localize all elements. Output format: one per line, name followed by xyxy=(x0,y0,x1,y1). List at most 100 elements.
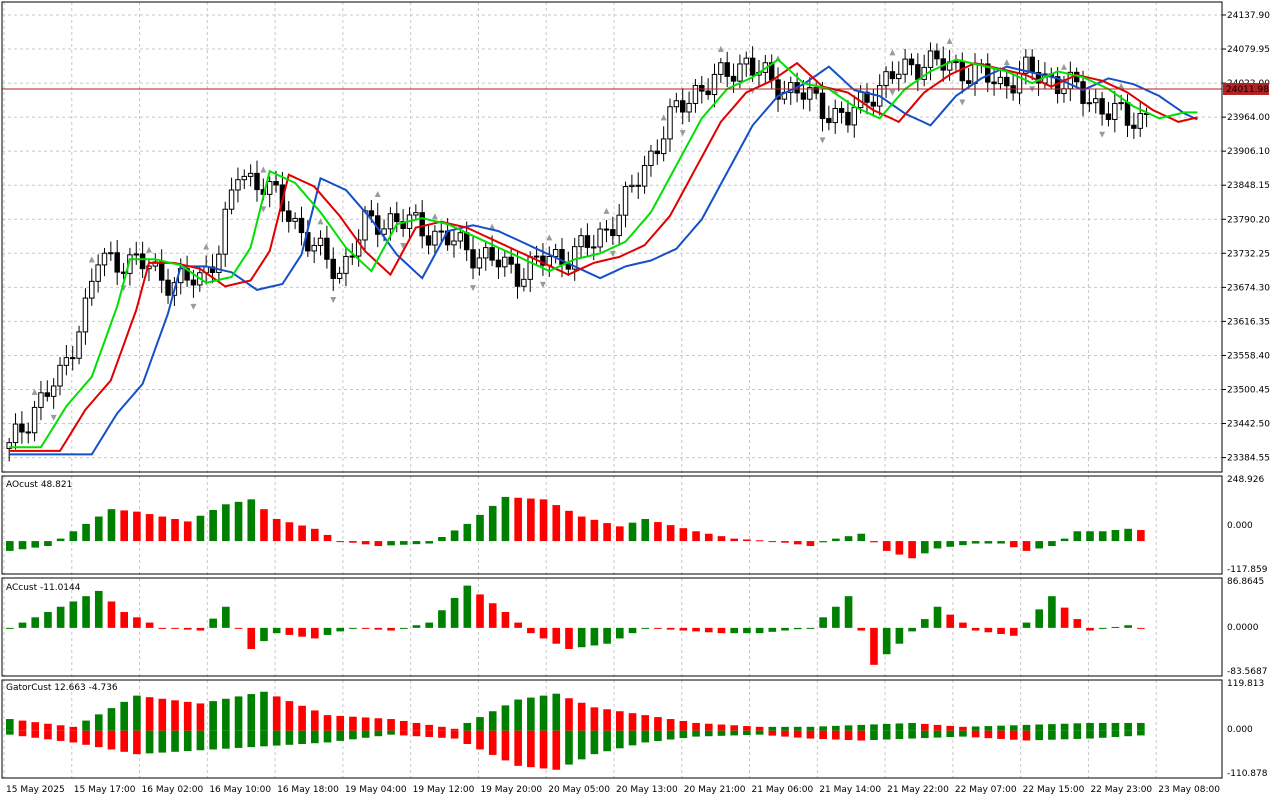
ao-bar xyxy=(6,541,14,551)
gator-upper-bar xyxy=(679,720,688,731)
price-panel xyxy=(2,37,1222,462)
ac-bar xyxy=(679,627,688,631)
candle-body xyxy=(997,76,1004,85)
ao-bar xyxy=(133,511,141,542)
candle-body xyxy=(139,253,146,270)
gator-upper-bar xyxy=(666,719,675,731)
price-label: 23906.10 xyxy=(1227,147,1270,157)
gator-upper-bar xyxy=(44,723,52,731)
gator-lower-bar xyxy=(412,730,421,737)
candle-body xyxy=(1035,71,1042,84)
fractal-up-icon xyxy=(374,190,381,197)
time-label: 19 May 20:00 xyxy=(480,785,542,795)
candle-body xyxy=(502,256,508,268)
ac-bar xyxy=(311,627,319,639)
ac-bar xyxy=(971,627,980,631)
candle-body xyxy=(667,106,673,140)
fractal-down-icon xyxy=(679,130,686,137)
candle-body xyxy=(819,92,826,120)
gator-lower-bar xyxy=(641,730,650,743)
bid-price-tag xyxy=(1223,82,1269,95)
ac-bar xyxy=(552,627,561,644)
gator-lower-bar xyxy=(527,730,535,768)
candle-body xyxy=(31,406,38,434)
gator-lower-bar xyxy=(539,730,548,769)
candle-body xyxy=(546,256,553,266)
candle-body xyxy=(724,62,730,77)
gator-lower-bar xyxy=(616,730,624,749)
ao-bar xyxy=(984,541,993,544)
candle-body xyxy=(311,244,317,252)
fractal-up-icon xyxy=(489,223,496,230)
ac-bar xyxy=(6,627,14,629)
ao-bar xyxy=(1137,530,1145,542)
ao-bar xyxy=(247,499,256,542)
gator-upper-bar xyxy=(387,719,395,731)
candle-body xyxy=(788,82,794,93)
gator-upper-bar xyxy=(692,722,700,731)
gator-upper-bar xyxy=(399,720,408,731)
gator-upper-bar xyxy=(94,714,103,731)
fractal-down-icon xyxy=(330,296,337,303)
candle-body xyxy=(190,279,197,286)
gator-lower-bar xyxy=(1022,730,1031,741)
gator-lower-bar xyxy=(984,730,993,739)
ao-bar xyxy=(590,519,599,542)
ao-bar xyxy=(438,536,446,542)
ac-bar xyxy=(1073,619,1082,628)
candle-body xyxy=(95,264,101,282)
gator-lower-bar xyxy=(69,730,78,743)
time-label: 22 May 07:00 xyxy=(955,785,1017,795)
ao-panel-label: AOcust 48.821 xyxy=(6,480,72,490)
gator-upper-bar xyxy=(285,701,294,731)
candle-body xyxy=(705,90,711,96)
candle-body xyxy=(76,331,82,359)
gator-lower-bar xyxy=(1073,730,1082,739)
candle-body xyxy=(254,172,260,191)
gator-upper-bar xyxy=(6,719,14,731)
gator-upper-bar xyxy=(628,713,637,731)
candle-body xyxy=(1112,102,1118,120)
gator-lower-bar xyxy=(438,730,446,738)
ac-bar xyxy=(44,612,52,628)
gator-lower-bar xyxy=(44,730,52,740)
gator-upper-bar xyxy=(1137,722,1145,731)
ao-bar xyxy=(1073,531,1082,542)
gator-upper-bar xyxy=(336,715,345,731)
candle-body xyxy=(82,297,89,333)
price-label: 23674.30 xyxy=(1227,283,1270,293)
candle-body xyxy=(330,258,336,279)
gator-upper-bar xyxy=(298,705,306,731)
ac-bar xyxy=(743,627,751,634)
ac-bar xyxy=(921,619,929,628)
gator-upper-bar xyxy=(539,695,548,731)
ac-bar xyxy=(666,627,675,630)
ao-bar xyxy=(616,526,624,542)
ao-bar xyxy=(743,539,751,542)
candle-body xyxy=(324,237,330,260)
gator-upper-bar xyxy=(412,722,421,731)
candle-body xyxy=(292,217,298,222)
fractal-down-icon xyxy=(539,281,546,288)
candle-body xyxy=(832,108,838,124)
gator-lower-bar xyxy=(171,730,179,752)
ac-bar xyxy=(527,627,535,634)
ao-bar xyxy=(222,504,230,542)
main-border xyxy=(1,1,1223,473)
ao-bar xyxy=(857,533,866,542)
fractal-down-icon xyxy=(50,414,57,421)
candle-body xyxy=(355,239,362,257)
gator-lower-bar xyxy=(946,730,955,738)
ao-bar xyxy=(349,541,357,543)
ao-bar xyxy=(501,496,510,542)
ao-bar xyxy=(1009,541,1018,548)
candle-body xyxy=(902,58,908,75)
gator-lower-bar xyxy=(311,730,319,744)
candle-body xyxy=(222,208,228,255)
ao-bar xyxy=(806,541,815,546)
candle-body xyxy=(597,228,603,248)
time-label: 15 May 17:00 xyxy=(74,785,136,795)
candle-body xyxy=(108,252,114,255)
gator-lower-bar xyxy=(94,730,103,748)
